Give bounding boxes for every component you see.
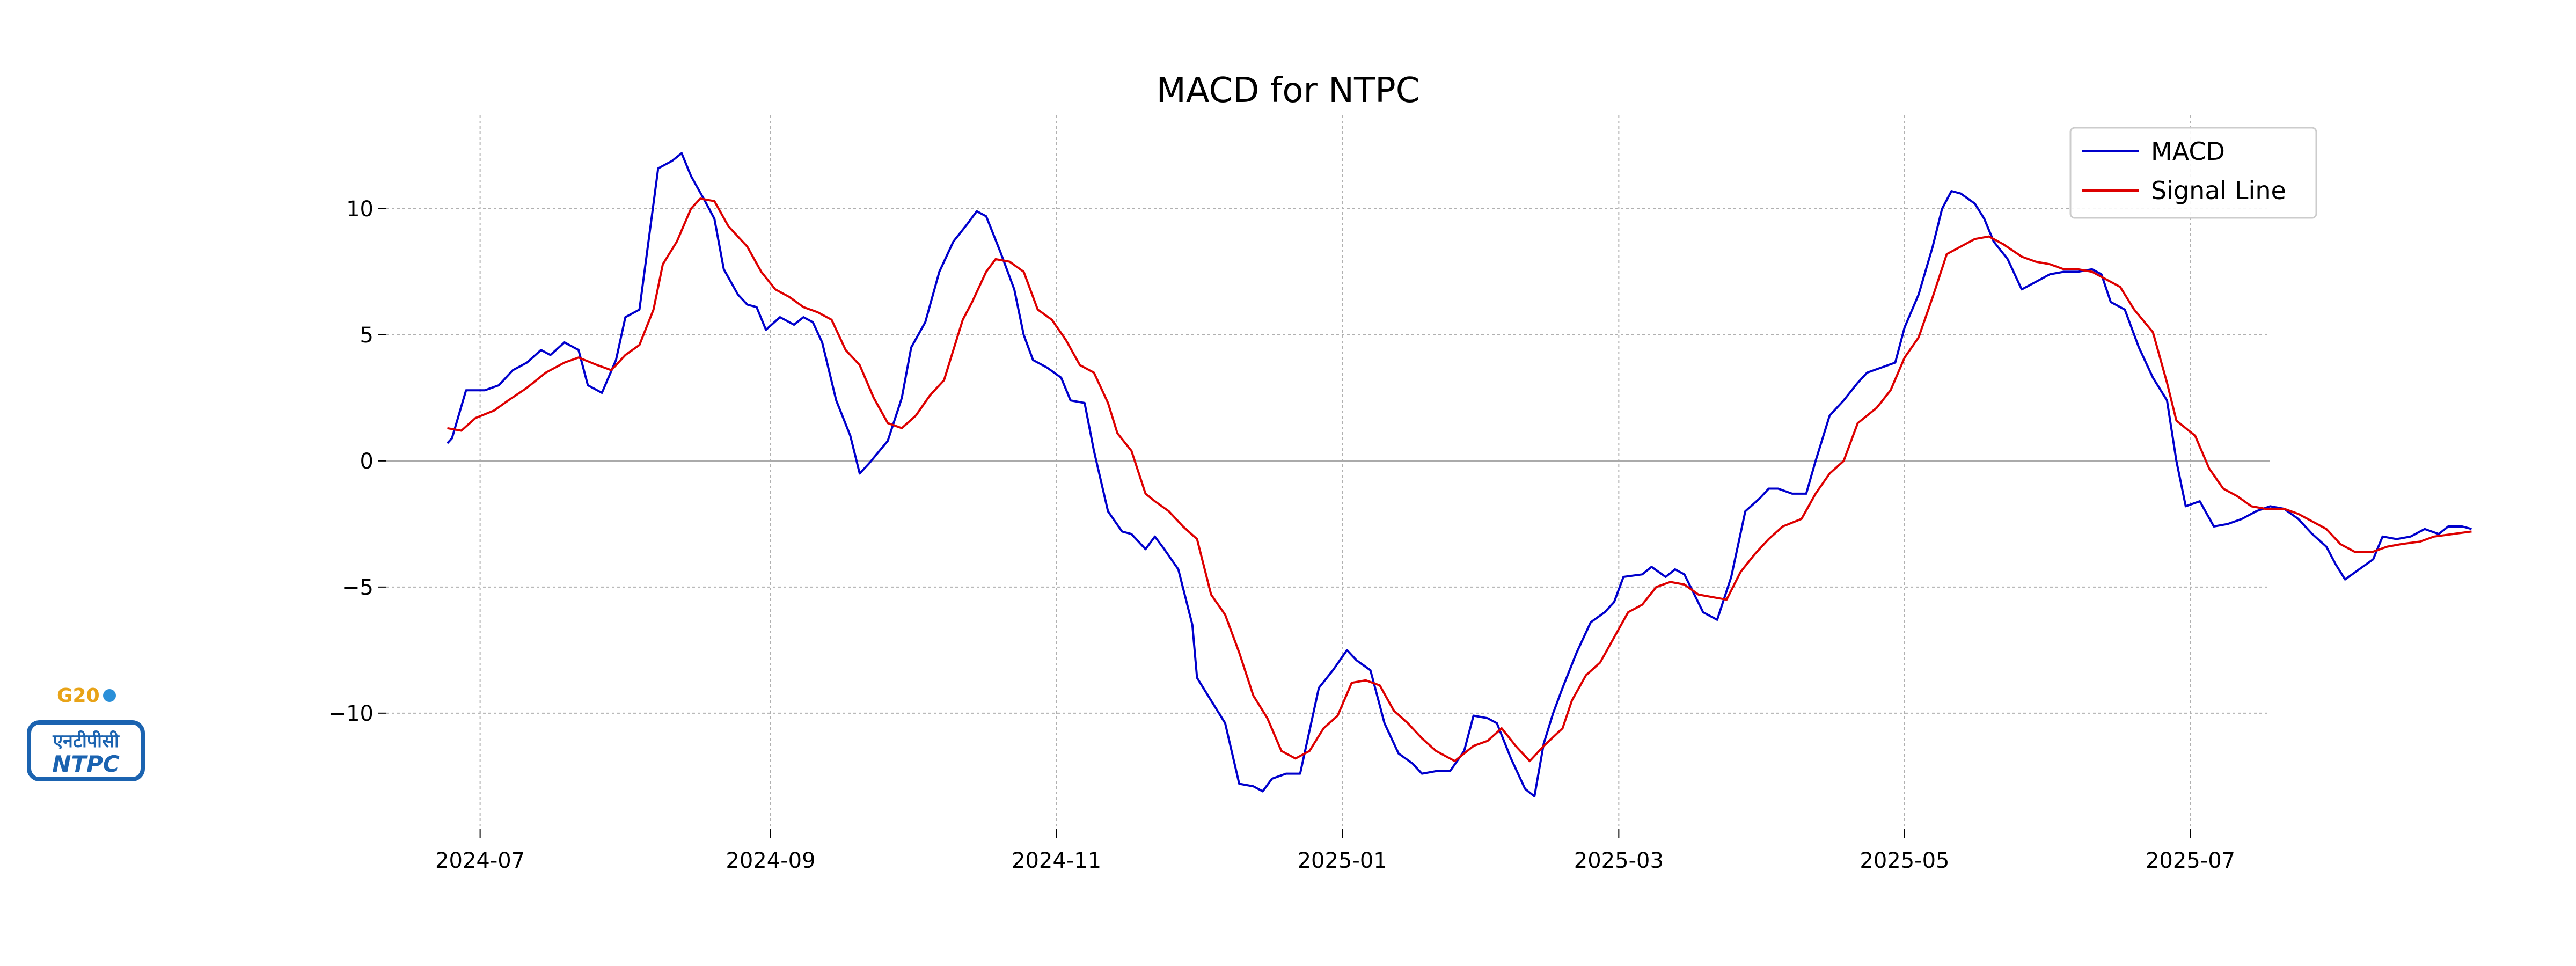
- g20-globe-icon: [103, 689, 116, 702]
- x-tick-label: 2025-03: [1574, 848, 1664, 873]
- ntpc-logo-text: NTPC: [52, 751, 120, 777]
- g20-logo-mark: G20: [57, 685, 100, 707]
- y-tick-label: 5: [360, 323, 374, 348]
- x-tick-label: 2025-01: [1298, 848, 1387, 873]
- y-tick-label: −10: [328, 701, 374, 726]
- legend: MACD Signal Line: [2069, 127, 2317, 219]
- grid-lines: [386, 115, 2270, 829]
- x-tick-label: 2024-09: [726, 848, 815, 873]
- series-line-macd: [447, 152, 2472, 797]
- ntpc-logo-badge: [27, 720, 145, 781]
- series-line-signal-line: [447, 197, 2472, 763]
- y-axis-ticks: 10 5 0 −5 −10: [328, 197, 386, 726]
- series-layer: [447, 152, 2472, 797]
- y-tick-label: 0: [360, 449, 374, 474]
- y-tick-label: 10: [346, 197, 374, 222]
- legend-label-signal-line: Signal Line: [2151, 176, 2286, 205]
- chart-title: MACD for NTPC: [1157, 71, 1420, 111]
- ntpc-logo: G20 एनटीपीसी NTPC: [26, 680, 149, 788]
- legend-label-macd: MACD: [2151, 137, 2225, 166]
- x-tick-label: 2025-07: [2146, 848, 2235, 873]
- x-tick-label: 2025-05: [1860, 848, 1949, 873]
- ntpc-logo-hindi: एनटीपीसी: [52, 730, 120, 752]
- y-tick-label: −5: [342, 575, 374, 600]
- x-tick-label: 2024-07: [435, 848, 525, 873]
- x-tick-label: 2024-11: [1012, 848, 1101, 873]
- x-axis-ticks: 2024-07 2024-09 2024-11 2025-01 2025-03 2025-…: [435, 829, 2235, 873]
